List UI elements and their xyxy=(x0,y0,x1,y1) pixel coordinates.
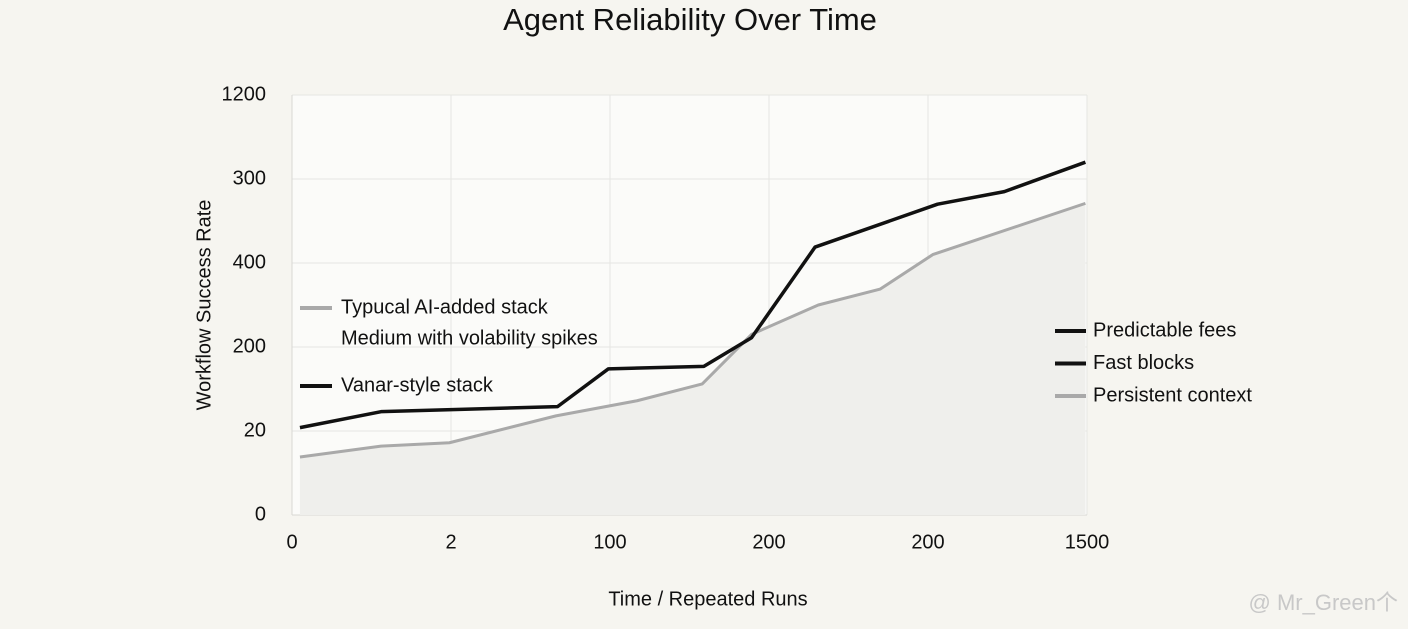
x-tick-label: 0 xyxy=(286,531,297,553)
legend-label: Vanar-style stack xyxy=(341,374,494,396)
watermark: @ Mr_Green个 xyxy=(1249,590,1398,615)
y-tick-label: 300 xyxy=(233,167,266,189)
x-tick-label: 100 xyxy=(593,531,626,553)
line xyxy=(299,160,1087,430)
legend-label: Typucal AI-added stack xyxy=(341,296,549,318)
line xyxy=(299,201,1086,459)
x-tick-label: 200 xyxy=(752,531,785,553)
y-tick-label: 400 xyxy=(233,251,266,273)
x-axis-label: Time / Repeated Runs xyxy=(608,588,807,610)
annotation: Fast blocks xyxy=(1093,352,1194,374)
x-tick-label: 200 xyxy=(911,531,944,553)
x-tick-label: 2 xyxy=(445,531,456,553)
annotation: Persistent context xyxy=(1093,384,1252,406)
y-tick-label: 1200 xyxy=(222,83,267,105)
y-axis-label: Workflow Success Rate xyxy=(193,200,215,411)
annotation: Predictable fees xyxy=(1093,319,1236,341)
y-tick-label: 0 xyxy=(255,503,266,525)
legend-description: Medium with volability spikes xyxy=(341,327,598,349)
y-tick-label: 200 xyxy=(233,335,266,357)
y-tick-label: 20 xyxy=(244,419,266,441)
x-tick-label: 1500 xyxy=(1065,531,1110,553)
chart-title: Agent Reliability Over Time xyxy=(503,2,877,37)
area xyxy=(299,203,1086,516)
